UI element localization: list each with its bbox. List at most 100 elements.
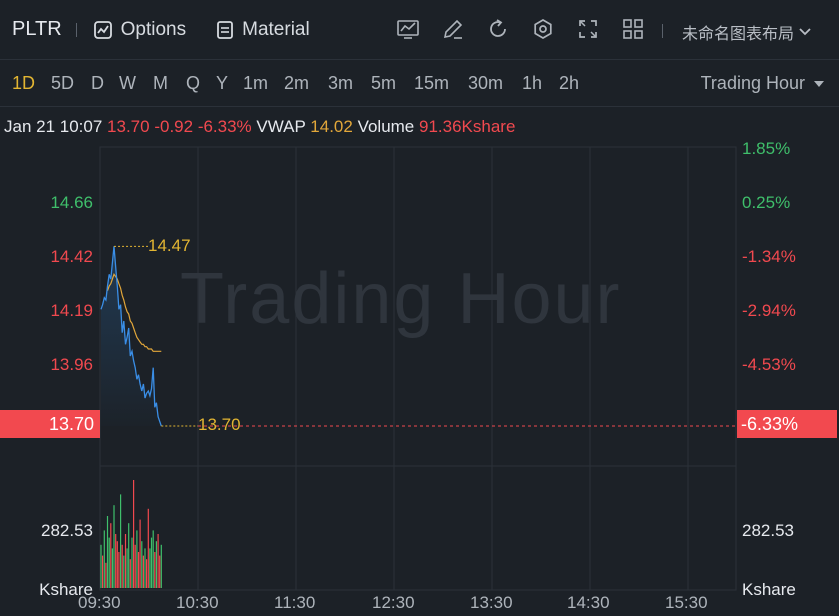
layout-grid-icon[interactable]: [621, 16, 645, 42]
quote-price: 13.70: [107, 117, 150, 136]
period-D[interactable]: D: [91, 73, 104, 93]
options-label: Options: [120, 18, 187, 40]
period-bar: 1D 5D D W M Q Y 1m 2m 3m 5m 15m 30m 1h 2…: [0, 61, 839, 107]
high-price-label: 14.47: [148, 236, 191, 255]
session-label: Trading Hour: [700, 73, 805, 93]
x-tick-1030: 10:30: [176, 593, 219, 612]
layout-selector[interactable]: 未命名图表布局: [682, 20, 812, 44]
symbol-label[interactable]: PLTR: [12, 18, 62, 40]
settings-icon[interactable]: [531, 16, 555, 42]
volume-bar: [111, 548, 113, 588]
volume-bar: [141, 541, 143, 588]
draw-icon[interactable]: [441, 16, 465, 42]
period-Q[interactable]: Q: [186, 73, 201, 93]
period-1D[interactable]: 1D: [12, 73, 36, 93]
x-tick-0930: 09:30: [78, 593, 121, 612]
caret-down-icon: [814, 80, 824, 87]
volume-label: Volume: [357, 117, 415, 136]
volume-unit-left: Kshare: [39, 580, 93, 599]
x-tick-1430: 14:30: [567, 593, 610, 612]
x-tick-1530: 15:30: [665, 593, 708, 612]
period-5D[interactable]: 5D: [51, 73, 75, 93]
volume-bar: [155, 541, 157, 588]
x-tick-1130: 11:30: [274, 593, 316, 612]
quote-time: Jan 21 10:07: [4, 117, 103, 136]
reset-icon[interactable]: [486, 16, 510, 42]
chevron-down-icon: [799, 28, 811, 36]
period-1h[interactable]: 1h: [522, 73, 543, 93]
volume-bar: [142, 555, 144, 588]
period-3m[interactable]: 3m: [328, 73, 354, 93]
fullscreen-icon[interactable]: [576, 16, 600, 42]
last-price-label: 13.70: [198, 415, 241, 434]
volume-bar: [128, 523, 130, 588]
quote-info-line: Jan 21 10:07 13.70 -0.92 -6.33% VWAP 14.…: [4, 117, 515, 137]
y-tick-left-1: 14.42: [50, 247, 93, 266]
volume-bar: [149, 548, 151, 588]
options-chart-icon: [93, 20, 112, 39]
x-tick-1330: 13:30: [470, 593, 513, 612]
y-tick-right-2: -1.34%: [742, 247, 796, 266]
volume-bar: [146, 559, 148, 588]
period-5m[interactable]: 5m: [371, 73, 397, 93]
volume-bar: [152, 530, 154, 588]
volume-bar: [121, 544, 123, 588]
volume-bars: [100, 480, 162, 588]
y-tick-right-1: 0.25%: [742, 193, 791, 212]
chart-frame: [99, 146, 737, 591]
volume-bar: [136, 530, 138, 588]
material-button[interactable]: Material: [216, 19, 310, 41]
volume-bar: [134, 544, 136, 588]
options-button[interactable]: Options: [93, 19, 186, 41]
volume-bar: [100, 544, 102, 588]
session-selector[interactable]: Trading Hour: [701, 73, 825, 94]
y-tick-left-0: 14.66: [50, 193, 93, 212]
period-W[interactable]: W: [119, 73, 136, 93]
volume-bar: [115, 534, 117, 588]
volume-bar: [103, 530, 105, 588]
volume-bar: [110, 523, 112, 588]
volume-bar: [154, 552, 156, 588]
top-toolbar: PLTR Options Material: [0, 0, 839, 60]
volume-bar: [157, 534, 159, 588]
volume-bar: [108, 537, 110, 588]
period-30m[interactable]: 30m: [468, 73, 504, 93]
volume-bar: [113, 505, 115, 588]
volume-bar: [144, 548, 146, 588]
x-tick-1230: 12:30: [372, 593, 415, 612]
toolbar-divider: [75, 22, 77, 37]
volume-bar: [106, 516, 109, 588]
period-1m[interactable]: 1m: [243, 73, 269, 93]
volume-bar: [160, 544, 162, 588]
toolbar-divider-2: [662, 24, 663, 38]
last-pct-tag: -6.33%: [737, 410, 837, 438]
y-tick-left-3: 13.96: [50, 355, 93, 374]
period-2m[interactable]: 2m: [284, 73, 310, 93]
y-tick-left-2: 14.19: [50, 301, 93, 320]
indicator-icon[interactable]: [396, 16, 420, 42]
chart-grid: [99, 146, 737, 591]
volume-bar: [126, 548, 128, 588]
layout-name-label: 未命名图表布局: [682, 26, 795, 43]
volume-tick-left: 282.53: [41, 521, 93, 540]
volume-unit-right: Kshare: [742, 580, 796, 599]
toolbar-icon-group: [396, 16, 666, 42]
material-label: Material: [242, 18, 310, 40]
volume-bar: [159, 555, 161, 588]
volume-bar: [120, 494, 122, 588]
volume-bar: [129, 559, 131, 588]
document-icon: [217, 20, 234, 39]
volume-bar: [123, 555, 125, 588]
period-2h[interactable]: 2h: [559, 73, 580, 93]
period-M[interactable]: M: [153, 73, 168, 93]
price-line: [100, 246, 162, 427]
period-15m[interactable]: 15m: [414, 73, 450, 93]
volume-bar: [131, 537, 133, 588]
period-Y[interactable]: Y: [216, 73, 229, 93]
volume-bar: [118, 552, 120, 588]
volume-bar: [147, 508, 149, 588]
y-tick-right-4: -4.53%: [742, 355, 796, 374]
vwap-label: VWAP: [256, 117, 306, 136]
y-tick-right-3: -2.94%: [742, 301, 796, 320]
